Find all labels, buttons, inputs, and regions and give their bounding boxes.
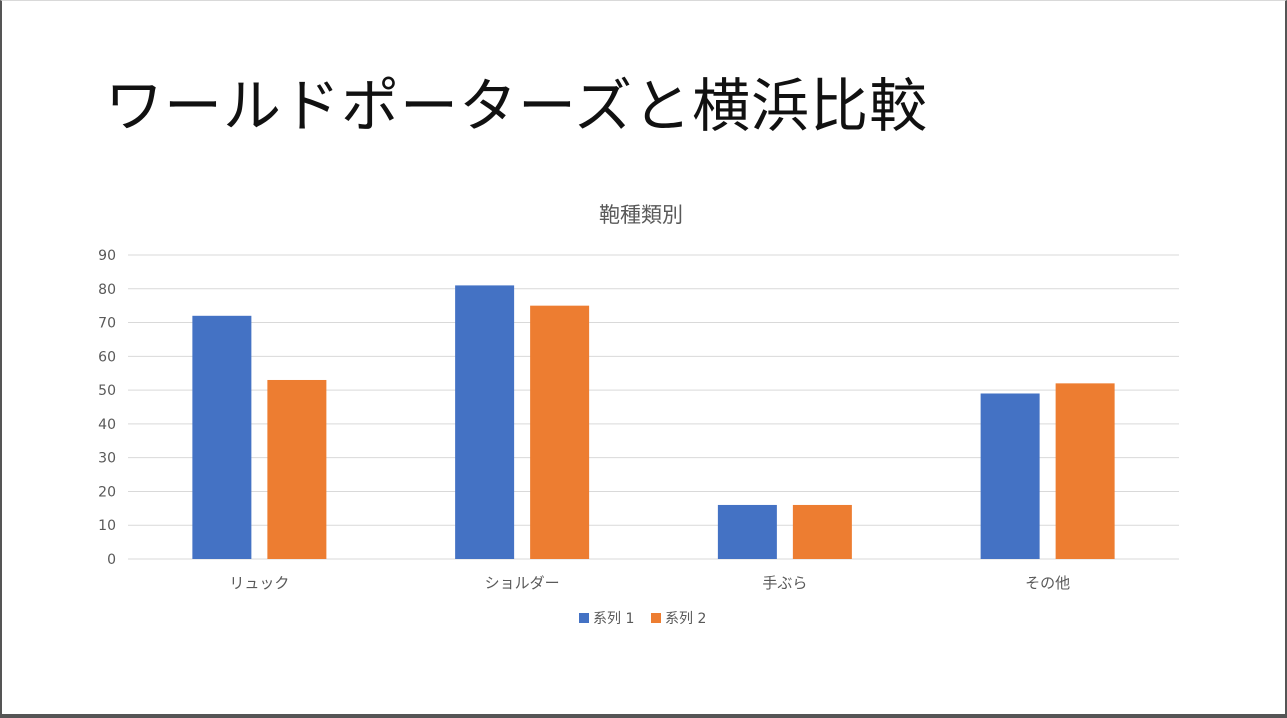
y-tick-label: 20 [98, 484, 116, 500]
y-tick-label: 60 [98, 349, 116, 365]
category-label: その他 [1025, 574, 1070, 592]
chart-title: 鞄種類別 [599, 203, 683, 227]
y-tick-label: 80 [98, 282, 116, 298]
slide-title: ワールドポーターズと横浜比較 [105, 72, 929, 140]
category-label: ショルダー [485, 574, 560, 592]
legend-swatch [579, 613, 589, 623]
x-axis-categories: リュック ショルダー 手ぶら その他 [229, 574, 1070, 592]
y-tick-label: 0 [107, 552, 116, 568]
bar-1-4 [980, 393, 1040, 559]
legend-swatch [651, 613, 661, 623]
legend-label: 系列 1 [593, 611, 634, 627]
y-tick-label: 70 [98, 316, 116, 332]
bar-1-3 [717, 504, 777, 559]
y-tick-label: 50 [98, 383, 116, 399]
bar-1-2 [455, 285, 515, 559]
y-axis-ticks: 0 10 20 30 40 50 60 70 80 90 [98, 248, 116, 568]
category-label: 手ぶら [762, 574, 807, 592]
bar-2-3 [792, 504, 852, 559]
bar-2-1 [267, 379, 327, 559]
category-label: リュック [229, 574, 289, 592]
y-tick-label: 90 [98, 248, 116, 264]
y-tick-label: 40 [98, 417, 116, 433]
legend: 系列 1 系列 2 [579, 611, 706, 627]
legend-label: 系列 2 [665, 611, 706, 627]
bar-1-1 [192, 315, 252, 559]
y-tick-label: 30 [98, 451, 116, 467]
y-tick-label: 10 [98, 518, 116, 534]
bar-2-4 [1055, 383, 1115, 559]
bars [192, 285, 1115, 559]
bar-2-2 [530, 305, 590, 559]
